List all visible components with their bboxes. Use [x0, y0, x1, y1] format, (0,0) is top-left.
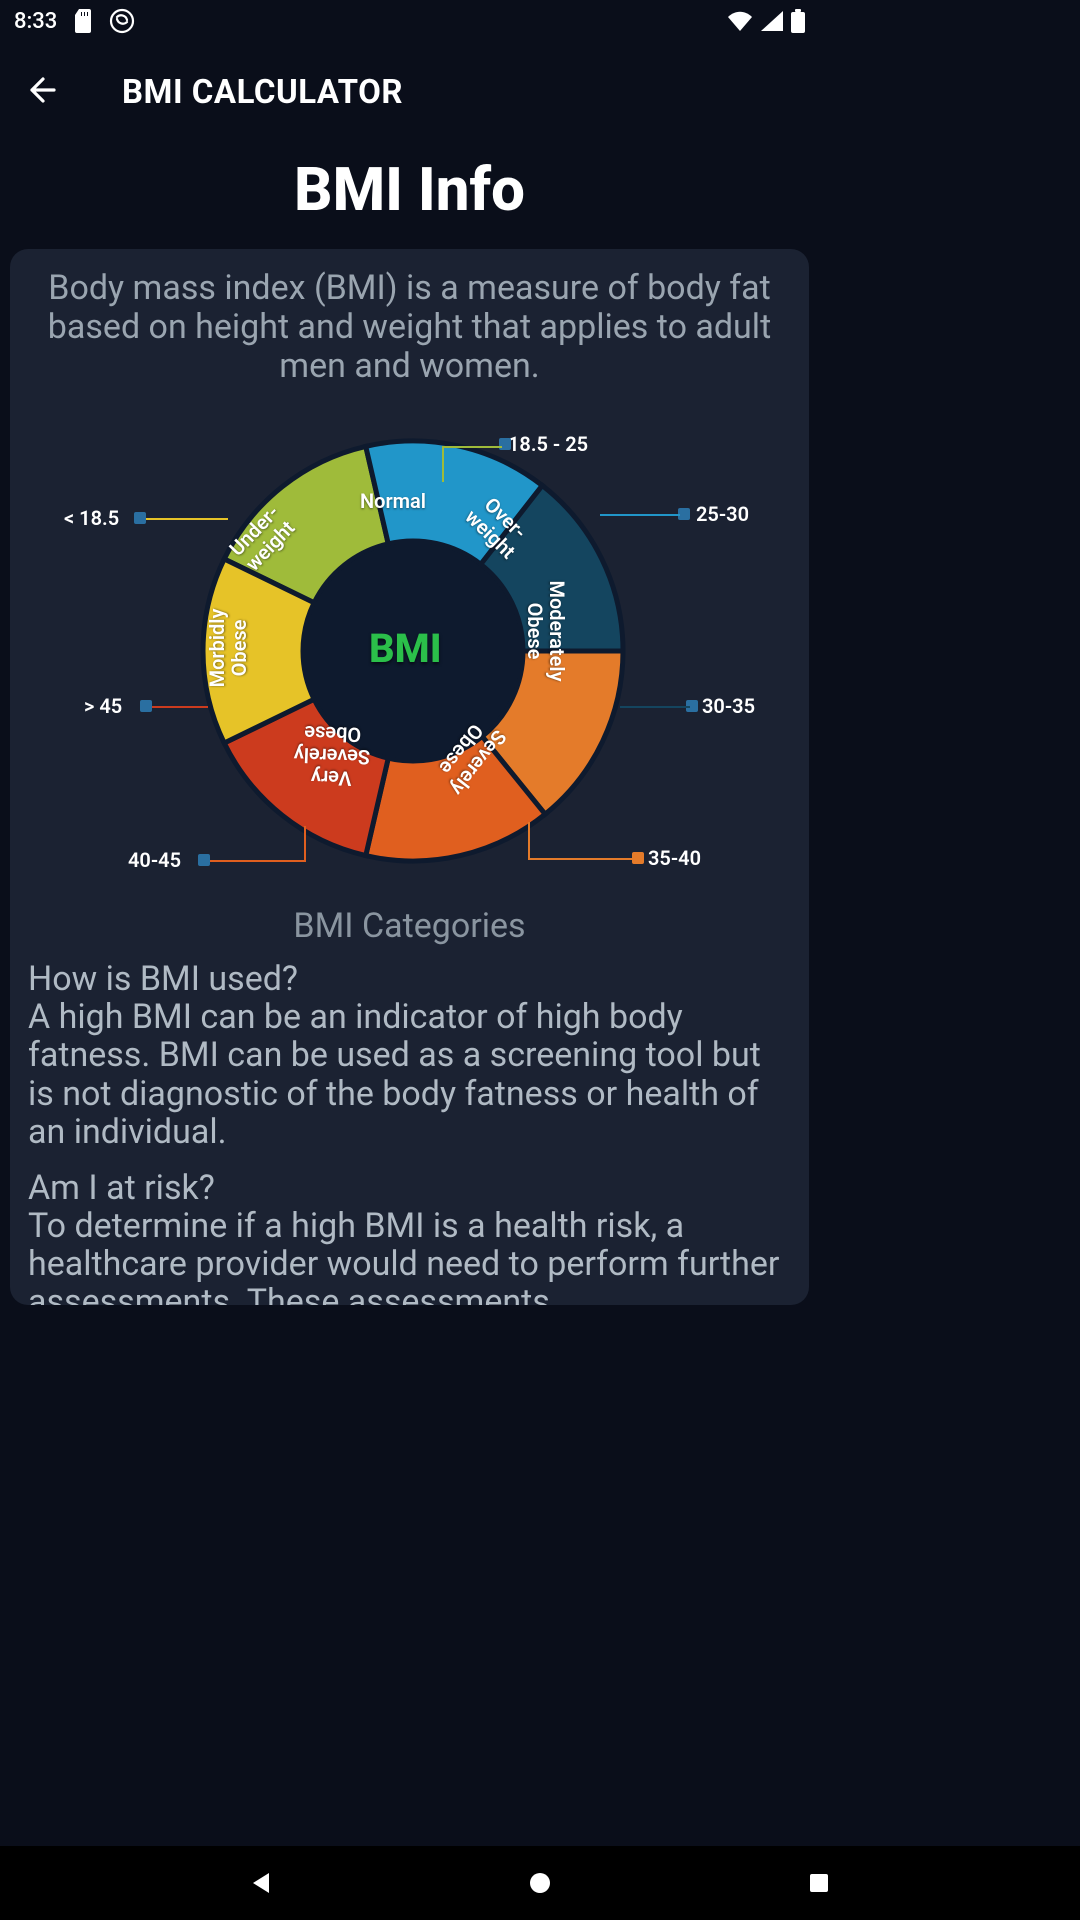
wifi-icon	[727, 11, 753, 31]
battery-icon	[791, 9, 805, 33]
how-used-text: How is BMI used? A high BMI can be an in…	[28, 960, 791, 1150]
range-dot-morbid_obese	[140, 700, 152, 712]
android-nav-bar	[0, 1846, 1080, 1920]
app-title: BMI CALCULATOR	[122, 73, 403, 112]
slice-label-morbid_obese: MorbidlyObese	[206, 609, 250, 688]
range-label-underweight: < 18.5	[64, 506, 119, 530]
leader-line	[600, 514, 680, 516]
slice-label-normal: Normal	[360, 490, 426, 512]
leader-line	[146, 518, 228, 520]
range-label-overweight: 25-30	[696, 502, 749, 526]
signal-icon	[761, 11, 783, 31]
leader-line	[210, 860, 306, 862]
range-label-sev_obese: 35-40	[648, 846, 701, 870]
status-bar: 8:33	[0, 0, 819, 42]
slice-label-mod_obese: ModeratelyObese	[524, 581, 568, 682]
leader-line	[528, 858, 636, 860]
categories-title: BMI Categories	[28, 906, 791, 946]
leader-line	[620, 706, 690, 708]
range-dot-normal	[499, 438, 511, 450]
nav-home-icon[interactable]	[522, 1865, 558, 1901]
chart-center-label: BMI	[369, 625, 442, 672]
range-dot-vsev_obese	[198, 854, 210, 866]
risk-text: Am I at risk? To determine if a high BMI…	[28, 1169, 791, 1305]
leader-line	[304, 826, 306, 862]
page-title: BMI Info	[0, 154, 819, 225]
bmi-donut-chart: BMINormal18.5 - 25Over-weight25-30Modera…	[28, 416, 791, 886]
sd-card-icon	[73, 9, 93, 33]
range-label-mod_obese: 30-35	[702, 694, 755, 718]
slice-label-vsev_obese: VerySeverelyObese	[293, 722, 372, 791]
intro-text: Body mass index (BMI) is a measure of bo…	[28, 269, 791, 386]
leader-line	[442, 446, 444, 482]
app-bar: BMI CALCULATOR	[0, 42, 819, 142]
sync-off-icon	[109, 8, 135, 34]
range-label-morbid_obese: > 45	[84, 694, 122, 718]
leader-line	[442, 446, 502, 448]
range-dot-underweight	[134, 512, 146, 524]
info-card: Body mass index (BMI) is a measure of bo…	[10, 249, 809, 1305]
nav-back-icon[interactable]	[243, 1865, 279, 1901]
range-label-normal: 18.5 - 25	[508, 432, 588, 456]
range-label-vsev_obese: 40-45	[128, 848, 181, 872]
back-icon[interactable]	[24, 71, 62, 113]
nav-recent-icon[interactable]	[801, 1865, 837, 1901]
status-time: 8:33	[14, 9, 57, 34]
leader-line	[528, 822, 530, 860]
leader-line	[152, 706, 208, 708]
